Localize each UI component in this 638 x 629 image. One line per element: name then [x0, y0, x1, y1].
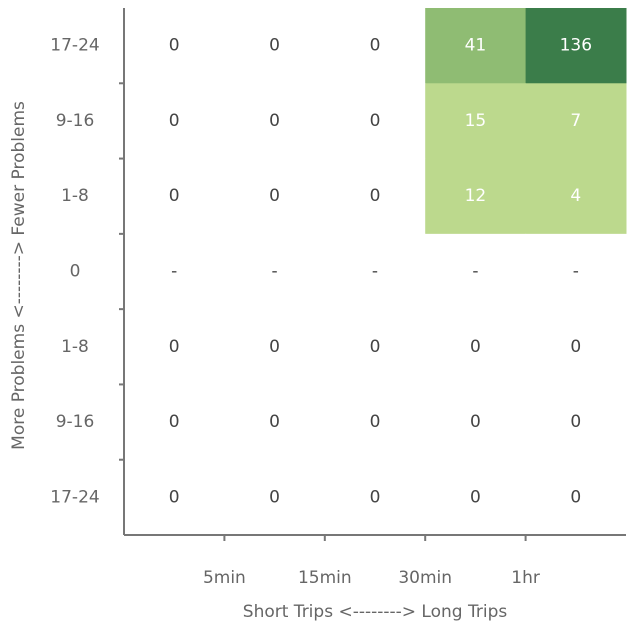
heatmap-cell — [224, 158, 326, 235]
axes — [119, 8, 626, 541]
cell-value-label: 136 — [560, 36, 592, 56]
heatmap-cell — [124, 384, 225, 461]
x-tick-label: 30min — [398, 568, 452, 588]
cell-value-label: 0 — [169, 36, 180, 56]
heatmap-cell — [124, 8, 225, 84]
x-tick-labels: 5min 15min 30min 1hr — [203, 568, 540, 588]
x-tick-label: 5min — [203, 568, 246, 588]
cell-value-label: 0 — [470, 412, 481, 432]
cell-value-label: 0 — [269, 111, 280, 131]
heatmap-cell — [425, 309, 527, 385]
cell-value-label: 0 — [370, 111, 381, 131]
heatmap-cell — [324, 158, 426, 235]
cell-value-label: 15 — [465, 111, 487, 131]
cell-value-label: 0 — [169, 186, 180, 206]
heatmap-cell — [324, 83, 426, 160]
cell-value-label: 0 — [370, 186, 381, 206]
cell-value-label: 4 — [570, 186, 581, 206]
y-axis-title: More Problems <--------> Fewer Problems — [9, 101, 29, 450]
cell-value-label: 0 — [570, 487, 581, 507]
cell-value-label: 12 — [465, 186, 487, 206]
cell-value-label: 0 — [269, 186, 280, 206]
heatmap-cell — [425, 384, 527, 461]
y-tick-label: 0 — [70, 262, 81, 282]
cell-value-label: 0 — [470, 337, 481, 357]
y-tick-label: 9-16 — [56, 111, 95, 131]
y-tick-label: 17-24 — [50, 36, 99, 56]
y-tick-label: 1-8 — [61, 186, 89, 206]
cell-value-label: 0 — [370, 36, 381, 56]
heatmap-cell — [224, 83, 326, 160]
heatmap-cell — [224, 459, 326, 536]
cell-value-label: 0 — [370, 412, 381, 432]
heatmap-cell — [324, 8, 426, 84]
cell-value-label: - — [472, 262, 478, 282]
heatmap-cell — [425, 233, 527, 310]
heatmap-cell — [525, 8, 627, 84]
heatmap-cell — [525, 309, 627, 385]
heatmap-cell — [124, 83, 225, 160]
cell-value-label: 0 — [370, 487, 381, 507]
heatmap-cell — [124, 158, 225, 235]
cell-value-label: 0 — [370, 337, 381, 357]
heatmap-cell — [124, 309, 225, 385]
y-tick-label: 1-8 — [61, 337, 89, 357]
cell-value-labels: 0 0 0 41 136 0 0 0 15 7 0 0 0 12 4 - - - - - 0 0 0 0 0 0 0 0 0 0 0 0 0 0 0 — [169, 36, 592, 508]
heatmap-cell — [525, 384, 627, 461]
cell-value-label: 0 — [269, 36, 280, 56]
heatmap-cell — [525, 233, 627, 310]
cell-value-label: 7 — [570, 111, 581, 131]
heatmap-cell — [324, 233, 426, 310]
cell-value-label: 0 — [169, 487, 180, 507]
heatmap-cell — [425, 83, 527, 160]
heatmap-cell — [224, 8, 326, 84]
x-tick-label: 15min — [298, 568, 352, 588]
x-tick-label: 1hr — [511, 568, 540, 588]
y-tick-label: 17-24 — [50, 487, 99, 507]
heatmap-cell — [224, 309, 326, 385]
x-axis-title: Short Trips <--------> Long Trips — [243, 602, 508, 622]
cell-value-label: - — [171, 262, 177, 282]
heatmap-cell — [425, 158, 527, 235]
cell-value-label: - — [272, 262, 278, 282]
heatmap-cells — [124, 8, 627, 536]
heatmap-cell — [124, 233, 225, 310]
heatmap-cell — [224, 233, 326, 310]
cell-value-label: 0 — [269, 412, 280, 432]
heatmap-cell — [324, 384, 426, 461]
cell-value-label: - — [573, 262, 579, 282]
cell-value-label: 0 — [169, 337, 180, 357]
heatmap-cell — [324, 459, 426, 536]
cell-value-label: 0 — [470, 487, 481, 507]
heatmap-cell — [324, 309, 426, 385]
cell-value-label: 0 — [570, 412, 581, 432]
heatmap-cell — [224, 384, 326, 461]
cell-value-label: 0 — [570, 337, 581, 357]
heatmap-cell — [425, 8, 527, 84]
heatmap-cell — [525, 158, 627, 235]
heatmap-cell — [525, 83, 627, 160]
cell-value-label: - — [372, 262, 378, 282]
heatmap-cell — [124, 459, 225, 536]
cell-value-label: 0 — [169, 412, 180, 432]
cell-value-label: 0 — [269, 337, 280, 357]
cell-value-label: 0 — [169, 111, 180, 131]
cell-value-label: 41 — [465, 36, 487, 56]
heatmap-cell — [425, 459, 527, 536]
y-tick-label: 9-16 — [56, 412, 95, 432]
cell-value-label: 0 — [269, 487, 280, 507]
heatmap-cell — [525, 459, 627, 536]
y-tick-labels: 17-24 9-16 1-8 0 1-8 9-16 17-24 — [50, 36, 99, 508]
